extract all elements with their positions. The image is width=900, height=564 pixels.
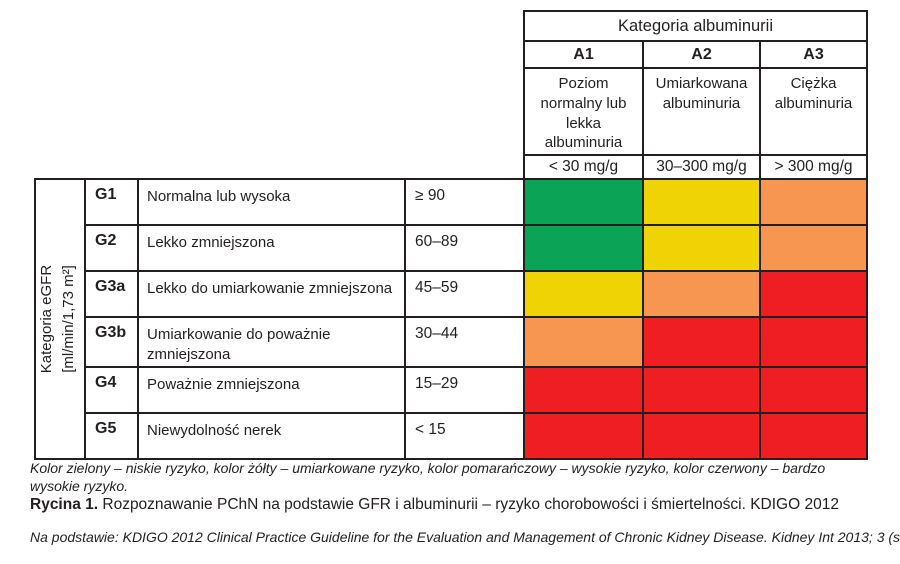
- table-row-g3a: G3a Lekko do umiarkowanie zmniejszona 45…: [35, 270, 868, 318]
- column-code-a2: A2: [642, 40, 761, 69]
- gfr-risk-table: Kategoria eGFR [ml/min/1,73 m²] G1 Norma…: [34, 178, 868, 460]
- source-citation: Na podstawie: KDIGO 2012 Clinical Practi…: [30, 529, 900, 545]
- risk-cell-g5-a2: [642, 411, 761, 460]
- albuminuria-desc-row: Poziom normalny lub lekka albuminuria Um…: [523, 67, 869, 156]
- column-code-a1: A1: [523, 40, 644, 69]
- row-desc-g5: Niewydolność nerek: [137, 411, 406, 460]
- row-code-g5: G5: [84, 411, 139, 460]
- figure-caption-label: Rycina 1.: [30, 496, 99, 513]
- table-row-g3b: G3b Umiarkowanie do poważnie zmniejszona…: [35, 316, 868, 368]
- risk-cell-g2-a1: [523, 224, 644, 272]
- table-row-g1: Kategoria eGFR [ml/min/1,73 m²] G1 Norma…: [34, 178, 868, 460]
- risk-cell-g3b-a2: [642, 316, 761, 368]
- table-row-g4: G4 Poważnie zmniejszona 15–29: [35, 365, 868, 414]
- table-row-g5: G5 Niewydolność nerek < 15: [35, 411, 868, 460]
- column-range-a1: < 30 mg/g: [523, 154, 644, 180]
- row-desc-g3b: Umiarkowanie do poważnie zmniejszona: [137, 316, 406, 368]
- risk-cell-g3b-a1: [523, 316, 644, 368]
- row-code-g2: G2: [84, 224, 139, 272]
- row-desc-g2: Lekko zmniejszona: [137, 224, 406, 272]
- column-range-a3: > 300 mg/g: [758, 154, 869, 180]
- risk-cell-g1-a1: [523, 178, 644, 226]
- row-range-g5: < 15: [404, 411, 525, 460]
- row-range-g1: ≥ 90: [404, 178, 525, 226]
- column-desc-a1: Poziom normalny lub lekka albuminuria: [523, 67, 644, 156]
- row-range-g3b: 30–44: [404, 316, 525, 368]
- risk-cell-g5-a1: [523, 411, 644, 460]
- albuminuria-range-row: < 30 mg/g 30–300 mg/g > 300 mg/g: [523, 154, 869, 180]
- row-code-g3b: G3b: [84, 316, 139, 368]
- albuminuria-code-row: A1 A2 A3: [523, 40, 869, 69]
- row-range-g3a: 45–59: [404, 270, 525, 318]
- risk-cell-g2-a3: [759, 224, 868, 272]
- risk-cell-g3b-a3: [759, 316, 868, 368]
- risk-cell-g1-a3: [759, 178, 868, 226]
- risk-cell-g3a-a3: [759, 270, 868, 318]
- albuminuria-header-table: Kategoria albuminurii A1 A2 A3 Poziom no…: [522, 10, 869, 180]
- table-row-g2: G2 Lekko zmniejszona 60–89: [35, 224, 868, 272]
- column-code-a3: A3: [758, 40, 869, 69]
- gfr-axis-label-line2: [ml/min/1,73 m²]: [59, 264, 77, 373]
- row-range-g2: 60–89: [404, 224, 525, 272]
- gfr-axis-label: Kategoria eGFR [ml/min/1,73 m²]: [37, 182, 83, 456]
- row-desc-g4: Poważnie zmniejszona: [137, 365, 406, 414]
- row-desc-g1: Normalna lub wysoka: [137, 178, 406, 226]
- gfr-axis-cell: Kategoria eGFR [ml/min/1,73 m²]: [34, 178, 86, 460]
- risk-cell-g4-a3: [759, 365, 868, 414]
- risk-cell-g3a-a1: [523, 270, 644, 318]
- risk-cell-g1-a2: [642, 178, 761, 226]
- row-code-g3a: G3a: [84, 270, 139, 318]
- albuminuria-title: Kategoria albuminurii: [522, 10, 869, 42]
- row-code-g4: G4: [84, 365, 139, 414]
- albuminuria-title-row: Kategoria albuminurii: [522, 10, 869, 42]
- column-range-a2: 30–300 mg/g: [642, 154, 761, 180]
- figure-caption-text: Rozpoznawanie PChN na podstawie GFR i al…: [102, 496, 839, 513]
- risk-cell-g4-a2: [642, 365, 761, 414]
- risk-cell-g4-a1: [523, 365, 644, 414]
- risk-cell-g5-a3: [759, 411, 868, 460]
- column-desc-a3: Ciężka albuminuria: [758, 67, 869, 156]
- row-range-g4: 15–29: [404, 365, 525, 414]
- row-desc-g3a: Lekko do umiarkowanie zmniejszona: [137, 270, 406, 318]
- row-code-g1: G1: [84, 178, 139, 226]
- risk-cell-g3a-a2: [642, 270, 761, 318]
- gfr-axis-label-line1: Kategoria eGFR: [38, 264, 55, 373]
- risk-cell-g2-a2: [642, 224, 761, 272]
- color-legend-text: Kolor zielony – niskie ryzyko, kolor żół…: [30, 460, 826, 494]
- figure-caption: Rycina 1. Rozpoznawanie PChN na podstawi…: [30, 496, 890, 515]
- column-desc-a2: Umiarkowana albuminuria: [642, 67, 761, 156]
